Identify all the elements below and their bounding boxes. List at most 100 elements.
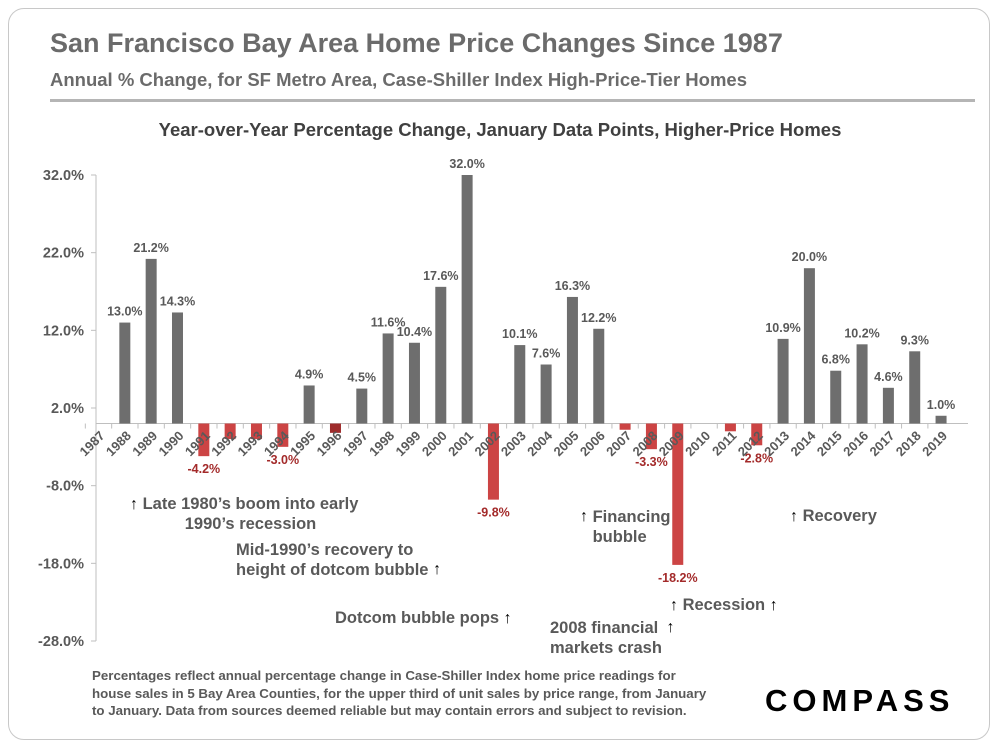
annotation-recession-text: Recession [682, 596, 766, 614]
bar-2000 [435, 286, 447, 424]
data-label: 1.0% [927, 398, 956, 412]
x-tick-label: 2015 [814, 428, 845, 459]
bar-2014 [803, 268, 815, 424]
y-tick-label: 2.0% [51, 401, 84, 417]
y-tick-label: -28.0% [38, 634, 84, 650]
y-tick-label: 12.0% [43, 323, 84, 339]
up-arrow-icon: ↑ [670, 597, 678, 614]
data-label: 21.2% [133, 241, 168, 255]
bar-1995 [303, 385, 315, 424]
x-tick-label: 2017 [866, 428, 897, 459]
x-tick-label: 2001 [445, 428, 476, 459]
bar-2013 [777, 338, 789, 424]
annotation-recession: ↑ Recession ↑ [670, 595, 778, 616]
data-label: 14.3% [160, 294, 195, 308]
annotation-late-1980s: ↑ Late 1980’s boom into early 1990’s rec… [130, 494, 358, 534]
annotation-late-1980s-text: Late 1980’s boom into early 1990’s reces… [142, 495, 359, 533]
x-tick-label: 1988 [103, 428, 134, 459]
bar-2009 [672, 423, 684, 565]
x-tick-label: 1990 [156, 428, 187, 459]
data-label: -9.8% [477, 506, 510, 520]
bar-1992 [224, 423, 236, 440]
bar-2016 [856, 344, 868, 424]
page-subtitle: Annual % Change, for SF Metro Area, Case… [50, 69, 747, 90]
data-label: 16.3% [555, 279, 590, 293]
bar-1989 [145, 258, 157, 424]
data-label: 7.6% [532, 347, 561, 361]
x-tick-label: 2018 [893, 428, 924, 459]
x-tick-label: 2016 [840, 428, 871, 459]
up-arrow-icon: ↑ [580, 508, 588, 525]
bar-1990 [171, 312, 183, 424]
annotation-financing-bubble: ↑ Financing bubble [580, 507, 671, 547]
annotation-dotcom: Dotcom bubble pops ↑ [335, 608, 512, 629]
x-tick-label: 2014 [787, 428, 819, 460]
data-label: -3.0% [266, 453, 299, 467]
data-label: 4.5% [348, 371, 377, 385]
y-tick-label: 22.0% [43, 246, 84, 262]
x-tick-label: 2000 [419, 428, 450, 459]
up-arrow-icon: ↑ [790, 508, 798, 525]
x-tick-label: 1999 [393, 428, 424, 459]
bar-2005 [566, 296, 578, 424]
bar-2017 [882, 387, 894, 424]
y-tick-label: 32.0% [43, 168, 84, 184]
chart-title: Year-over-Year Percentage Change, Januar… [158, 119, 842, 140]
bar-1988 [119, 322, 131, 424]
annotation-financial-crash-text: 2008 financial markets crash [550, 619, 662, 657]
y-tick-label: -8.0% [46, 479, 84, 495]
title-divider [50, 99, 975, 102]
bar-1991 [198, 423, 210, 457]
data-label: 4.6% [874, 370, 903, 384]
up-arrow-icon: ↑ [433, 561, 442, 578]
up-arrow-icon: ↑ [666, 619, 675, 636]
data-label: 10.2% [844, 326, 879, 340]
bar-1999 [408, 342, 420, 424]
x-tick-label: 2010 [682, 428, 713, 459]
data-label: 10.1% [502, 327, 537, 341]
data-label: 32.0% [449, 157, 484, 171]
bar-2019 [935, 415, 947, 424]
page-title: San Francisco Bay Area Home Price Change… [50, 28, 783, 58]
annotation-dotcom-text: Dotcom bubble pops [335, 609, 500, 627]
bar-2015 [830, 370, 842, 424]
bar-1998 [382, 333, 394, 424]
data-label: 10.4% [397, 325, 432, 339]
x-tick-label: 1998 [366, 428, 397, 459]
x-tick-label: 2011 [709, 428, 740, 459]
bar-2018 [909, 351, 921, 424]
x-tick-label: 1989 [129, 428, 160, 459]
bar-1993 [250, 423, 262, 440]
compass-logo: COMPASS [765, 683, 955, 718]
annotation-financial-crash: 2008 financial markets crash ↑ [550, 618, 675, 658]
slide-frame [8, 8, 990, 740]
x-tick-label: 2004 [524, 428, 556, 460]
annotation-mid-1990s: Mid-1990’s recovery to height of dotcom … [236, 540, 441, 580]
bar-2006 [593, 328, 605, 424]
bar-1997 [356, 388, 368, 424]
x-tick-label: 1997 [340, 428, 371, 459]
data-label: -4.2% [187, 462, 220, 476]
bar-1996 [329, 423, 341, 433]
bar-2004 [540, 364, 552, 424]
up-arrow-icon: ↑ [503, 610, 512, 627]
annotation-mid-1990s-text: Mid-1990’s recovery to height of dotcom … [236, 541, 429, 579]
y-tick-label: -18.0% [38, 556, 84, 572]
data-label: -3.3% [635, 455, 668, 469]
x-tick-label: 1987 [77, 428, 108, 459]
data-label: 17.6% [423, 269, 458, 283]
data-label: -2.8% [740, 451, 773, 465]
annotation-recovery: ↑ Recovery [790, 506, 877, 527]
up-arrow-icon: ↑ [769, 597, 778, 614]
data-label: 4.9% [295, 367, 324, 381]
annotation-recovery-text: Recovery [802, 507, 877, 525]
data-label: 11.6% [371, 315, 406, 329]
x-tick-label: 2005 [551, 428, 582, 459]
data-label: 20.0% [792, 250, 827, 264]
x-tick-label: 2013 [761, 428, 792, 459]
x-tick-label: 2003 [498, 428, 529, 459]
bar-2012 [751, 423, 763, 446]
data-label: 9.3% [900, 333, 929, 347]
bar-2002 [487, 423, 499, 500]
data-label: 13.0% [107, 305, 142, 319]
